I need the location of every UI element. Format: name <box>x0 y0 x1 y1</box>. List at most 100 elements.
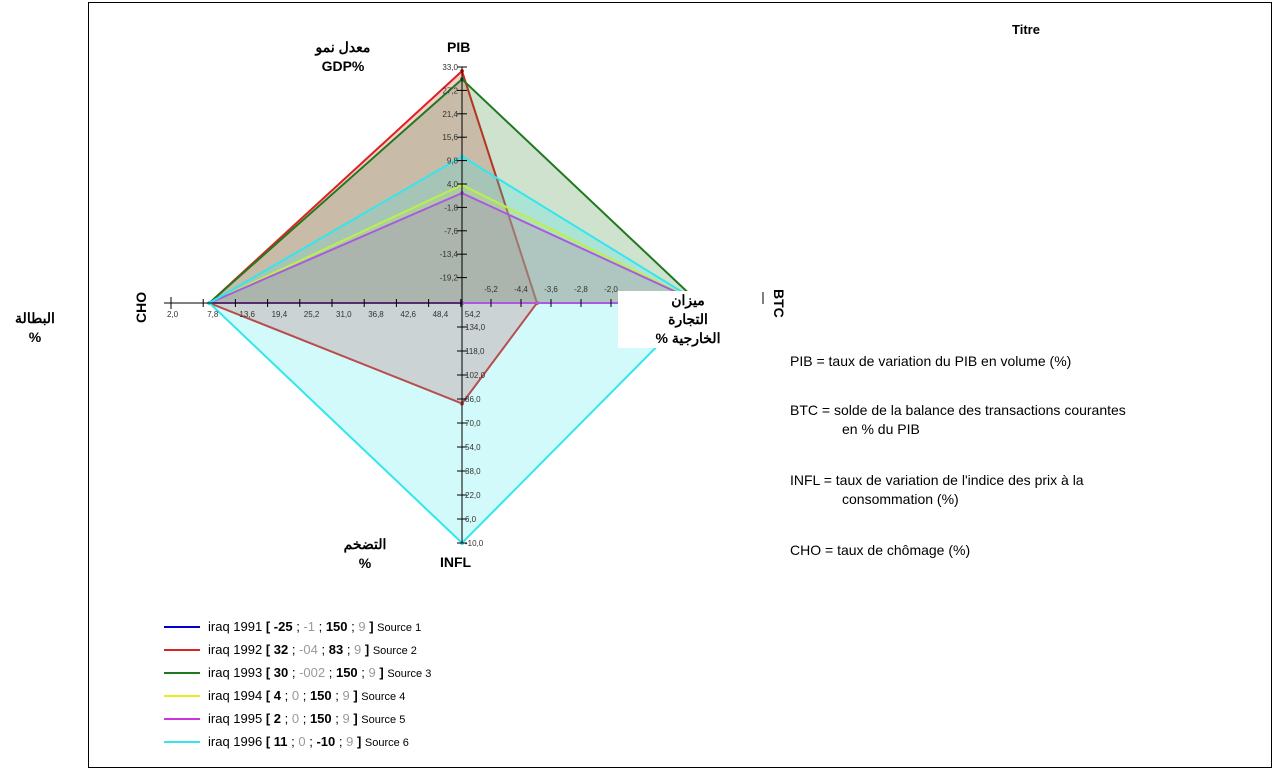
tick-label-btc: -5,2 <box>484 285 498 294</box>
legend-text: -002 <box>299 665 326 680</box>
definition-btc: BTC = solde de la balance des transactio… <box>790 402 1126 437</box>
legend-text: 0 <box>298 734 306 749</box>
legend-text: ] <box>349 688 362 703</box>
legend-text: ; <box>314 619 326 634</box>
arabic-label-gdp: معدل نمو GDP% <box>315 39 371 74</box>
legend-text: Source 2 <box>372 645 417 657</box>
legend-text: [ <box>265 734 274 749</box>
legend-text: ; <box>325 665 336 680</box>
legend-item: iraq 1995 [ 2 ; 0 ; 150 ; 9 ] Source 5 <box>164 710 405 728</box>
legend-text: ; <box>287 734 299 749</box>
definition-infl: INFL = taux de variation de l'indice des… <box>790 472 1084 507</box>
legend-text: ; <box>331 711 343 726</box>
legend-item: iraq 1993 [ 30 ; -002 ; 150 ; 9 ] Source… <box>164 664 431 682</box>
axis-label-btc: BTC <box>771 289 787 318</box>
tick-label-infl: 38,0 <box>465 467 481 476</box>
legend-text: ; <box>281 688 292 703</box>
legend-item: iraq 1996 [ 11 ; 0 ; -10 ; 9 ] Source 6 <box>164 733 409 751</box>
legend-swatch <box>164 625 200 628</box>
legend-text: 83 <box>328 642 344 657</box>
axis-label-infl: INFL <box>440 554 472 570</box>
tick-label-infl: 6,0 <box>465 515 477 524</box>
legend-text: [ <box>265 619 274 634</box>
tick-label-cho: 31,0 <box>336 310 352 319</box>
legend-text: 9 <box>342 688 350 703</box>
arabic-label-trade-balance: ميزان التجارة الخارجية % <box>618 291 758 348</box>
legend-text: Source 3 <box>387 668 432 680</box>
tick-label-cho: 42,6 <box>400 310 416 319</box>
legend-text: ; <box>292 619 304 634</box>
tick-label-cho: 36,8 <box>368 310 384 319</box>
legend-text: ] <box>349 711 362 726</box>
legend-text: ; <box>299 711 310 726</box>
definition-pib: PIB = taux de variation du PIB en volume… <box>790 353 1072 369</box>
tick-label-btc: -4,4 <box>514 285 528 294</box>
tick-label-infl: 70,0 <box>465 419 481 428</box>
legend-text: Source 5 <box>361 714 406 726</box>
legend-text: 9 <box>368 665 376 680</box>
tick-label-infl: 22,0 <box>465 491 481 500</box>
chart-axes: 33,0 27,2 21,4 15,6 9,8 4,0 -1,8 -7,6 -13,4 -19,2… <box>164 63 764 548</box>
legend-text: ; <box>347 619 359 634</box>
legend-text: ; <box>317 642 329 657</box>
legend-text: ; <box>357 665 369 680</box>
legend-text: Source 4 <box>361 691 406 703</box>
tick-label-infl: -10,0 <box>465 539 484 548</box>
legend-text: 9 <box>346 734 354 749</box>
tick-label-cho: 2,0 <box>167 310 179 319</box>
legend-text: ] <box>353 734 365 749</box>
tick-label-btc: -2,0 <box>604 285 618 294</box>
legend-text: iraq 1992 <box>208 642 266 657</box>
series-polygons <box>206 69 702 545</box>
legend-text: 9 <box>342 711 350 726</box>
legend-text: -25 <box>273 619 293 634</box>
tick-label-cho: 19,4 <box>272 310 288 319</box>
legend-text: Source 1 <box>377 622 422 634</box>
tick-label-infl: 134,0 <box>465 323 486 332</box>
legend-swatch <box>164 648 200 651</box>
legend-swatch <box>164 740 200 743</box>
legend-text: iraq 1996 <box>208 734 266 749</box>
legend-text: [ <box>265 688 274 703</box>
tick-label-cho: 54,2 <box>465 310 481 319</box>
chart-title: Titre <box>1012 22 1040 37</box>
tick-label-cho: 48,4 <box>433 310 449 319</box>
tick-label-pib: 33,0 <box>442 63 458 72</box>
legend-text: ; <box>305 734 317 749</box>
tick-label-btc: -2,8 <box>574 285 588 294</box>
legend-swatch <box>164 671 200 674</box>
legend-text: ; <box>343 642 355 657</box>
tick-label-btc: -3,6 <box>544 285 558 294</box>
tick-label-pib: -7,6 <box>444 227 458 236</box>
tick-label-pib: -13,4 <box>440 250 459 259</box>
axis-label-cho: CHO <box>133 291 149 323</box>
legend-text: Source 6 <box>364 737 409 749</box>
legend-item: iraq 1991 [ -25 ; -1 ; 150 ; 9 ] Source … <box>164 618 421 636</box>
tick-label-pib: -1,8 <box>444 203 458 212</box>
legend-text: ; <box>299 688 310 703</box>
legend-text: ] <box>375 665 388 680</box>
tick-label-pib: 4,0 <box>447 180 459 189</box>
tick-label-pib: -19,2 <box>440 274 459 283</box>
legend-text: ; <box>288 665 300 680</box>
tick-label-cho: 13,6 <box>239 310 255 319</box>
legend-text: 4 <box>273 688 282 703</box>
legend-text: 9 <box>354 642 362 657</box>
tick-label-cho: 7,8 <box>207 310 219 319</box>
legend-text: -04 <box>299 642 318 657</box>
legend-text: 2 <box>273 711 282 726</box>
tick-label-pib: 15,6 <box>442 133 458 142</box>
tick-label-pib: 9,8 <box>447 157 459 166</box>
legend-item: iraq 1992 [ 32 ; -04 ; 83 ; 9 ] Source 2 <box>164 641 417 659</box>
legend-text: iraq 1994 <box>208 688 266 703</box>
legend-text: ; <box>331 688 343 703</box>
legend-text: iraq 1993 <box>208 665 266 680</box>
legend-text: 150 <box>309 688 332 703</box>
tick-label-infl: 54,0 <box>465 443 481 452</box>
legend-text: 150 <box>335 665 358 680</box>
legend-swatch <box>164 717 200 720</box>
tick-label-cho: 25,2 <box>304 310 320 319</box>
definition-cho: CHO = taux de chômage (%) <box>790 542 971 558</box>
chart-frame <box>88 2 1272 768</box>
